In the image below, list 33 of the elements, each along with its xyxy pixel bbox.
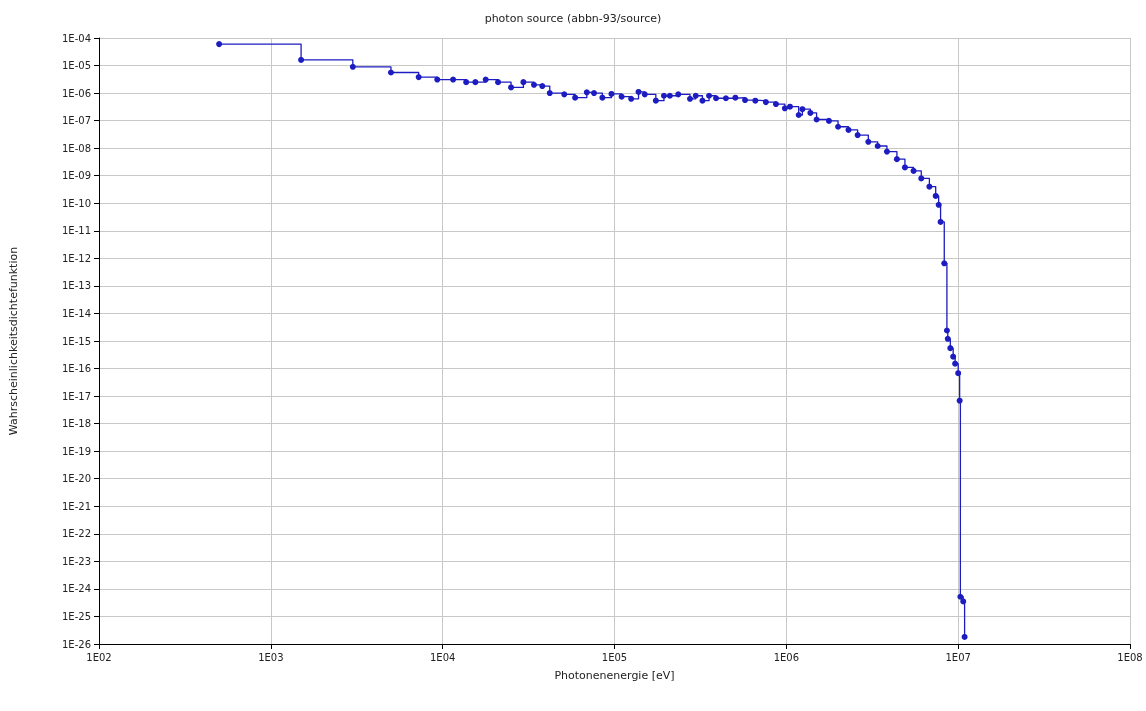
y-tick-label: 1E-15 [61,335,91,347]
y-tick-label: 1E-09 [61,170,91,182]
x-tick-label: 1E04 [429,651,456,663]
y-tick-label: 1E-10 [61,197,91,209]
x-tick-label: 1E06 [773,651,800,663]
y-tick-label: 1E-17 [61,390,91,402]
y-tick-label: 1E-06 [61,87,91,99]
y-axis-title: Wahrscheinlichkeitsdichtefunktion [7,246,20,436]
chart-title: photon source (abbn-93/source) [484,12,662,25]
y-tick-label: 1E-21 [61,500,91,512]
y-tick-label: 1E-25 [61,610,91,622]
y-tick-label: 1E-19 [61,445,91,457]
y-tick-label: 1E-16 [61,363,91,375]
y-tick-label: 1E-24 [61,583,91,595]
y-tick-label: 1E-23 [61,555,91,567]
x-tick-label: 1E05 [601,651,628,663]
y-tick-label: 1E-04 [61,32,91,44]
x-axis-title: Photonenenergie [eV] [554,669,675,682]
y-tick-label: 1E-05 [61,60,91,72]
y-tick-label: 1E-22 [61,528,91,540]
x-tick-label: 1E03 [258,651,284,663]
y-tick-label: 1E-08 [61,142,91,154]
y-tick-label: 1E-20 [61,473,91,485]
y-tick-label: 1E-07 [61,115,91,127]
x-tick-label: 1E02 [86,651,112,663]
x-tick-label: 1E08 [1117,651,1143,663]
x-tick-label: 1E07 [945,651,971,663]
y-tick-label: 1E-18 [61,418,91,430]
y-tick-label: 1E-14 [61,307,91,319]
y-tick-label: 1E-13 [61,280,91,292]
y-tick-label: 1E-11 [61,225,91,237]
y-tick-label: 1E-12 [61,252,91,264]
y-tick-label: 1E-26 [61,638,91,650]
